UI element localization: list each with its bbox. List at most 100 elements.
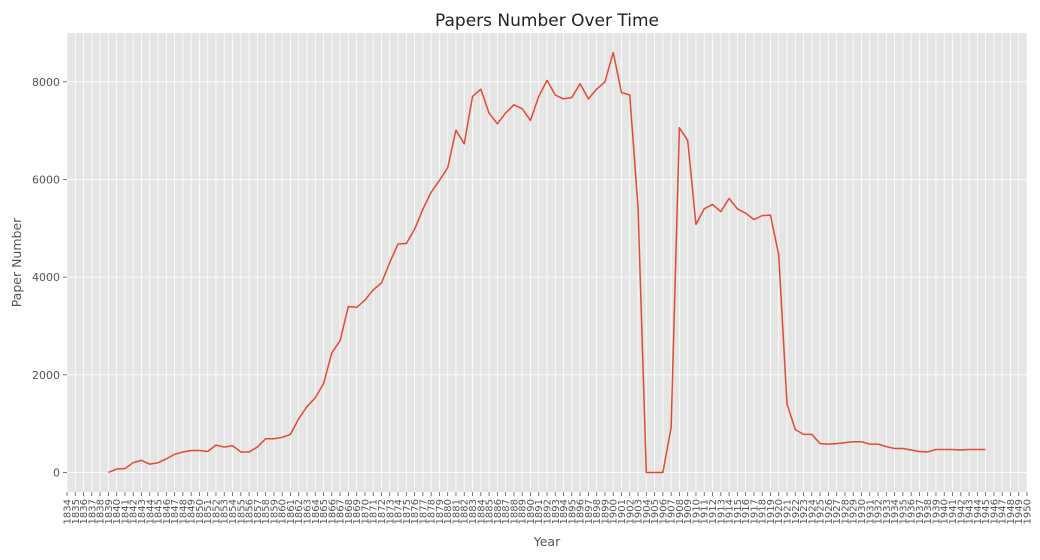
data-point <box>239 450 243 454</box>
x-tick-label: 1849 <box>187 499 198 524</box>
x-tick-label: 1842 <box>129 499 140 524</box>
data-point <box>768 213 772 217</box>
data-point <box>123 467 127 471</box>
x-tick-label: 1858 <box>261 499 272 524</box>
chart-title: Papers Number Over Time <box>435 11 659 31</box>
data-point <box>802 432 806 436</box>
data-point <box>528 118 532 122</box>
x-tick-label: 1865 <box>319 499 330 524</box>
data-point <box>562 97 566 101</box>
data-point <box>578 82 582 86</box>
x-tick-label: 1887 <box>501 499 512 524</box>
x-tick-label: 1906 <box>658 499 669 524</box>
data-point <box>702 207 706 211</box>
x-tick-label: 1836 <box>79 499 90 524</box>
x-tick-label: 1923 <box>799 499 810 524</box>
data-point <box>288 432 292 436</box>
x-tick-label: 1862 <box>294 499 305 524</box>
x-tick-label: 1893 <box>551 499 562 524</box>
data-point <box>454 128 458 132</box>
data-point <box>139 458 143 462</box>
x-tick-label: 1841 <box>120 499 131 524</box>
x-tick-label: 1881 <box>451 499 462 524</box>
x-tick-label: 1911 <box>700 499 711 524</box>
data-point <box>694 222 698 226</box>
data-point <box>603 80 607 84</box>
data-point <box>686 138 690 142</box>
data-point <box>371 288 375 292</box>
data-point <box>280 435 284 439</box>
data-point <box>322 382 326 386</box>
data-point <box>636 205 640 209</box>
x-tick-label: 1873 <box>385 499 396 524</box>
x-tick-label: 1928 <box>840 499 851 524</box>
x-tick-label: 1919 <box>766 499 777 524</box>
x-tick-label: 1880 <box>443 499 454 524</box>
data-point <box>843 441 847 445</box>
series-layer <box>106 51 986 474</box>
data-point <box>677 126 681 130</box>
x-tick-label: 1926 <box>824 499 835 524</box>
data-point <box>951 448 955 452</box>
data-point <box>570 95 574 99</box>
x-tick-label: 1901 <box>617 499 628 524</box>
x-tick-label: 1934 <box>890 499 901 524</box>
x-tick-label: 1944 <box>973 499 984 524</box>
data-point <box>214 443 218 447</box>
data-point <box>926 450 930 454</box>
x-tick-label: 1924 <box>807 499 818 524</box>
x-tick-label: 1948 <box>1006 499 1017 524</box>
y-tick-label: 6000 <box>32 173 60 186</box>
x-tick-label: 1868 <box>344 499 355 524</box>
x-tick-label: 1847 <box>170 499 181 524</box>
data-point <box>313 396 317 400</box>
data-point <box>131 461 135 465</box>
x-tick-label: 1945 <box>981 499 992 524</box>
x-tick-label: 1936 <box>907 499 918 524</box>
x-tick-label: 1918 <box>758 499 769 524</box>
y-tick-label: 0 <box>53 466 60 479</box>
x-tick-label: 1891 <box>534 499 545 524</box>
data-point <box>330 351 334 355</box>
data-point <box>106 470 110 474</box>
data-point <box>818 442 822 446</box>
x-tick-label: 1837 <box>87 499 98 524</box>
data-point <box>429 190 433 194</box>
data-point <box>644 470 648 474</box>
data-point <box>413 227 417 231</box>
data-point <box>545 78 549 82</box>
data-point <box>959 448 963 452</box>
x-tick-label: 1907 <box>667 499 678 524</box>
x-tick-label: 1925 <box>816 499 827 524</box>
x-tick-label: 1916 <box>741 499 752 524</box>
data-point <box>479 87 483 91</box>
x-tick-label: 1875 <box>402 499 413 524</box>
x-tick-label: 1879 <box>435 499 446 524</box>
data-point <box>247 450 251 454</box>
x-tick-label: 1848 <box>178 499 189 524</box>
x-tick-label: 1889 <box>518 499 529 524</box>
x-tick-label: 1856 <box>245 499 256 524</box>
data-point <box>975 448 979 452</box>
x-tick-label: 1917 <box>749 499 760 524</box>
y-axis-label: Paper Number <box>9 217 24 307</box>
data-point <box>835 442 839 446</box>
data-point <box>255 445 259 449</box>
x-tick-label: 1886 <box>493 499 504 524</box>
x-tick-label: 1950 <box>1023 499 1034 524</box>
x-tick-label: 1863 <box>303 499 314 524</box>
x-tick-label: 1877 <box>418 499 429 524</box>
x-tick-label: 1931 <box>865 499 876 524</box>
y-axis: 0 2000 4000 6000 8000 <box>32 76 67 479</box>
data-point <box>917 449 921 453</box>
data-point <box>611 51 615 55</box>
data-point <box>744 211 748 215</box>
x-axis-label: Year <box>533 534 561 549</box>
data-point <box>909 448 913 452</box>
x-tick-label: 1903 <box>634 499 645 524</box>
y-tick-label: 8000 <box>32 76 60 89</box>
data-point <box>231 444 235 448</box>
data-point <box>512 103 516 107</box>
series-line <box>108 51 986 474</box>
